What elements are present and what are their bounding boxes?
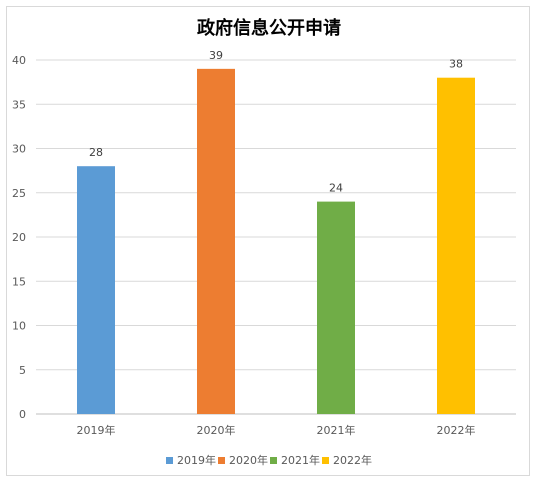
y-tick-label: 25	[12, 187, 26, 200]
data-labels: 28 39 24 38	[89, 49, 463, 195]
legend-item: 2020年	[218, 452, 268, 468]
legend-swatch	[166, 456, 173, 464]
data-label: 38	[449, 58, 463, 71]
chart-title: 政府信息公开申请	[197, 18, 341, 39]
legend-label: 2020年	[229, 454, 268, 467]
x-axis-ticks: 2019年 2020年 2021年 2022年	[77, 423, 476, 437]
gridlines	[36, 59, 516, 415]
legend: 2019年 2020年 2021年 2022年	[0, 452, 538, 468]
x-tick-label: 2022年	[437, 423, 476, 437]
data-label: 24	[329, 182, 343, 195]
bar	[317, 201, 355, 414]
y-tick-label: 35	[12, 98, 26, 111]
y-tick-label: 5	[19, 364, 26, 377]
y-tick-label: 40	[12, 54, 26, 67]
bar	[77, 166, 115, 414]
legend-item: 2021年	[270, 452, 320, 468]
x-tick-label: 2021年	[317, 423, 356, 437]
bars	[77, 68, 475, 414]
legend-label: 2022年	[333, 454, 372, 467]
x-tick-label: 2020年	[197, 423, 236, 437]
legend-swatch	[322, 456, 329, 464]
bar	[437, 77, 475, 414]
y-tick-label: 10	[12, 320, 26, 333]
legend-swatch	[270, 456, 277, 464]
y-tick-label: 15	[12, 275, 26, 288]
data-label: 39	[209, 49, 223, 62]
legend-item: 2022年	[322, 452, 372, 468]
legend-label: 2021年	[281, 454, 320, 467]
y-axis-ticks: 0 5 10 15 20 25 30 35 40	[12, 54, 26, 421]
y-tick-label: 30	[12, 143, 26, 156]
legend-label: 2019年	[177, 454, 216, 467]
legend-swatch	[218, 456, 225, 464]
x-tick-label: 2019年	[77, 423, 116, 437]
y-tick-label: 0	[19, 408, 26, 421]
data-label: 28	[89, 146, 103, 159]
legend-item: 2019年	[166, 452, 216, 468]
bar	[197, 68, 235, 414]
y-tick-label: 20	[12, 231, 26, 244]
